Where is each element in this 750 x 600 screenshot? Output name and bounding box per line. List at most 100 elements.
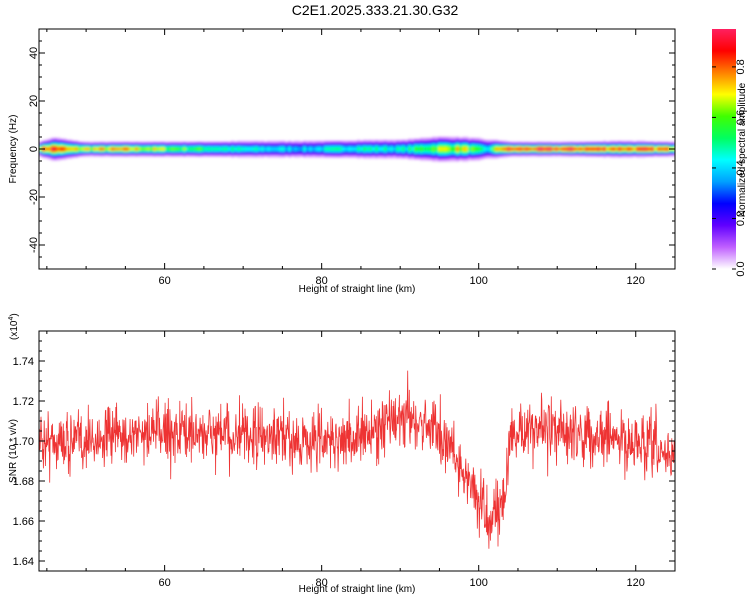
heatmap-cell bbox=[51, 140, 55, 142]
heatmap-cell bbox=[102, 150, 106, 152]
heatmap-cell bbox=[423, 139, 427, 141]
heatmap-cell bbox=[384, 142, 388, 144]
heatmap-cell bbox=[408, 153, 412, 155]
heatmap-cell bbox=[654, 154, 658, 156]
heatmap-cell bbox=[435, 160, 439, 162]
heatmap-cell bbox=[537, 151, 541, 153]
heatmap-cell bbox=[246, 155, 250, 157]
heatmap-cell bbox=[207, 148, 211, 150]
heatmap-cell bbox=[642, 141, 646, 143]
heatmap-cell bbox=[474, 137, 478, 139]
heatmap-cell bbox=[255, 143, 259, 145]
heatmap-cell bbox=[282, 153, 286, 155]
heatmap-cell bbox=[372, 146, 376, 148]
heatmap-cell bbox=[252, 150, 256, 152]
heatmap-cell bbox=[108, 155, 112, 157]
heatmap-cell bbox=[330, 143, 334, 145]
heatmap-cell bbox=[162, 142, 166, 144]
heatmap-cell bbox=[456, 141, 460, 143]
heatmap-cell bbox=[51, 155, 55, 157]
heatmap-cell bbox=[513, 142, 517, 144]
snr-x-ticks: 60 80 100 120 bbox=[46, 331, 676, 589]
snr-panel: 60 80 100 120 1.641.661.681.701.721.74 Heig… bbox=[8, 313, 676, 595]
heatmap-cell bbox=[351, 156, 355, 158]
heatmap-cell bbox=[258, 147, 262, 149]
heatmap-cell bbox=[495, 140, 499, 142]
heatmap-cell bbox=[432, 157, 436, 159]
heatmap-cell bbox=[606, 145, 610, 147]
heatmap-cell bbox=[150, 151, 154, 153]
heatmap-cell bbox=[432, 149, 436, 151]
heatmap-cell bbox=[54, 153, 58, 155]
heatmap-cell bbox=[141, 149, 145, 151]
heatmap-cell bbox=[555, 141, 559, 143]
heatmap-cell bbox=[180, 142, 184, 144]
heatmap-cell bbox=[552, 153, 556, 155]
heatmap-cell bbox=[99, 142, 103, 144]
heatmap-cell bbox=[57, 157, 61, 159]
heatmap-cell bbox=[174, 141, 178, 143]
heatmap-cell bbox=[444, 159, 448, 161]
heatmap-cell bbox=[39, 147, 43, 149]
heatmap-cell bbox=[477, 154, 481, 156]
heatmap-cell bbox=[477, 143, 481, 145]
heatmap-cell bbox=[579, 153, 583, 155]
heatmap-cell bbox=[276, 156, 280, 158]
heatmap-cell bbox=[243, 149, 247, 151]
heatmap-cell bbox=[237, 152, 241, 154]
heatmap-cell bbox=[288, 150, 292, 152]
heatmap-cell bbox=[87, 155, 91, 157]
heatmap-cell bbox=[510, 144, 514, 146]
heatmap-cell bbox=[270, 142, 274, 144]
heatmap-cell bbox=[525, 153, 529, 155]
heatmap-cell bbox=[126, 148, 130, 150]
heatmap-cell bbox=[351, 142, 355, 144]
heatmap-cell bbox=[648, 148, 652, 150]
heatmap-cell bbox=[252, 155, 256, 157]
heatmap-cell bbox=[54, 148, 58, 150]
heatmap-cell bbox=[84, 149, 88, 151]
heatmap-cell bbox=[333, 147, 337, 149]
heatmap-cell bbox=[276, 150, 280, 152]
heatmap-cell bbox=[360, 142, 364, 144]
heatmap-cell bbox=[498, 141, 502, 143]
heatmap-cell bbox=[450, 152, 454, 154]
heatmap-cell bbox=[216, 150, 220, 152]
heatmap-cell bbox=[534, 141, 538, 143]
heatmap-cell bbox=[651, 146, 655, 148]
heatmap-cell bbox=[621, 141, 625, 143]
heatmap-cell bbox=[255, 149, 259, 151]
heatmap-cell bbox=[72, 153, 76, 155]
heatmap-cell bbox=[171, 154, 175, 156]
heatmap-cell bbox=[459, 157, 463, 159]
heatmap-cell bbox=[63, 151, 67, 153]
heatmap-cell bbox=[426, 146, 430, 148]
heatmap-cell bbox=[381, 157, 385, 159]
heatmap-cell bbox=[150, 147, 154, 149]
heatmap-cell bbox=[282, 147, 286, 149]
heatmap-cell bbox=[492, 153, 496, 155]
heatmap-cell bbox=[159, 143, 163, 145]
heatmap-cell bbox=[315, 144, 319, 146]
heatmap-cell bbox=[390, 142, 394, 144]
heatmap-cell bbox=[198, 149, 202, 151]
heatmap-cell bbox=[264, 154, 268, 156]
heatmap-cell bbox=[399, 142, 403, 144]
heatmap-cell bbox=[450, 159, 454, 161]
heatmap-cell bbox=[483, 156, 487, 158]
heatmap-cell bbox=[354, 149, 358, 151]
heatmap-cell bbox=[156, 141, 160, 143]
heatmap-cell bbox=[84, 152, 88, 154]
heatmap-cell bbox=[627, 149, 631, 151]
heatmap-cell bbox=[183, 145, 187, 147]
heatmap-cell bbox=[132, 155, 136, 157]
heatmap-cell bbox=[105, 147, 109, 149]
heatmap-cell bbox=[399, 157, 403, 159]
heatmap-cell bbox=[564, 145, 568, 147]
heatmap-cell bbox=[609, 148, 613, 150]
heatmap-cell bbox=[663, 153, 667, 155]
heatmap-cell bbox=[219, 143, 223, 145]
heatmap-cell bbox=[324, 152, 328, 154]
heatmap-cell bbox=[303, 155, 307, 157]
heatmap-cell bbox=[186, 151, 190, 153]
